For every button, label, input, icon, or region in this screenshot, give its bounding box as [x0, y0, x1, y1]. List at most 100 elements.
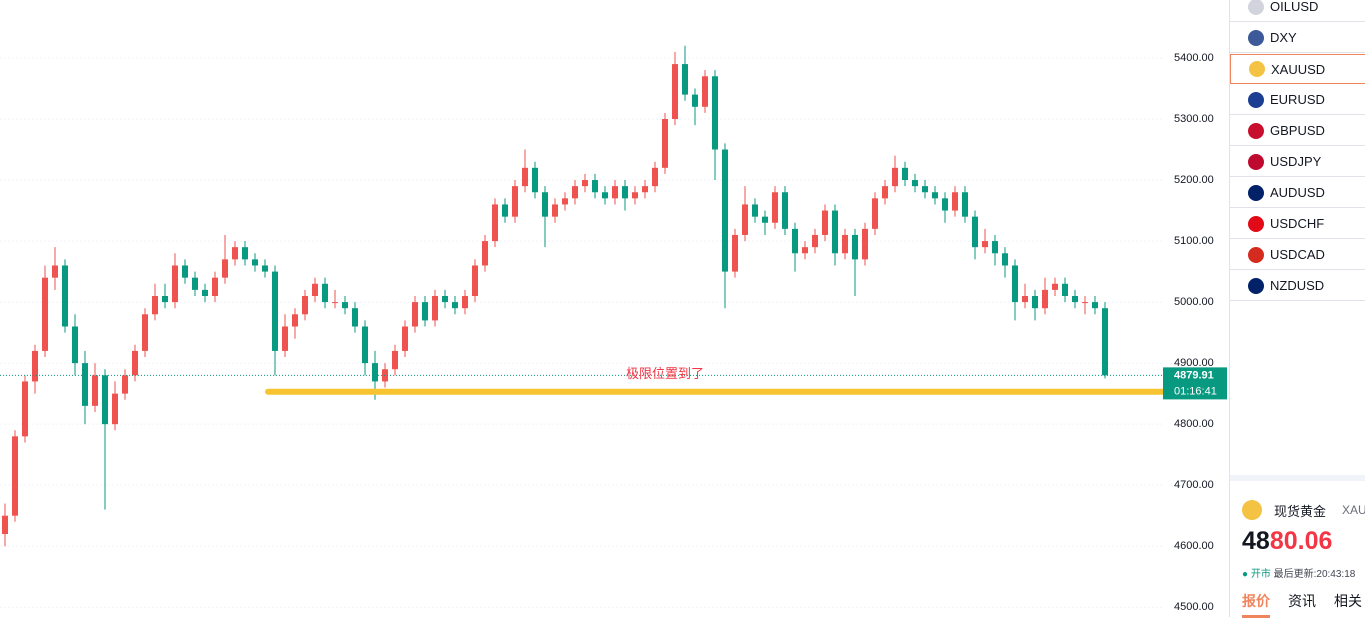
gold-icon — [1242, 500, 1262, 520]
quote-price: 4880.06 — [1242, 527, 1332, 556]
candle-body — [872, 198, 878, 229]
candle-body — [712, 76, 718, 150]
y-tick-label: 5400.00 — [1174, 52, 1214, 64]
watchlist-row[interactable]: NZDUSD — [1230, 271, 1365, 301]
candle-body — [422, 302, 428, 321]
symbol-icon — [1248, 246, 1264, 263]
watchlist-row[interactable]: USDJPY — [1230, 147, 1365, 177]
candle-body — [172, 265, 178, 303]
candle-body — [952, 192, 958, 211]
candle-body — [1062, 283, 1068, 296]
watchlist-row[interactable]: GBPUSD — [1230, 116, 1365, 146]
candle-body — [692, 94, 698, 107]
candle-body — [182, 265, 188, 278]
candle-body — [292, 314, 298, 327]
candle-body — [232, 247, 238, 260]
symbol-name: OILUSD — [1270, 0, 1319, 14]
candle-body — [732, 234, 738, 272]
y-tick-label: 4600.00 — [1174, 540, 1214, 552]
candle-body — [402, 326, 408, 351]
tab[interactable]: 资讯 — [1288, 593, 1316, 609]
last-price-box — [1163, 367, 1227, 400]
candle-body — [662, 119, 668, 168]
candle-body — [1002, 253, 1008, 266]
candle-body — [562, 198, 568, 205]
symbol-icon — [1249, 61, 1265, 77]
candle-body — [832, 210, 838, 254]
chart: 4500.00 4600.00 4700.00 4800.00 4900.00 5000.… — [0, 45, 1227, 614]
candle-body — [572, 186, 578, 199]
candle-body — [1092, 302, 1098, 309]
watchlist-row[interactable]: DXY — [1230, 23, 1365, 53]
candle-body — [602, 192, 608, 199]
candle-body — [462, 295, 468, 309]
candle-body — [742, 204, 748, 235]
symbol-name: USDCAD — [1270, 247, 1325, 262]
symbol-icon — [1248, 29, 1264, 46]
symbol-icon — [1248, 0, 1264, 15]
candle-body — [212, 277, 218, 296]
candle-body — [902, 167, 908, 181]
quote-symbol: XAU — [1342, 503, 1365, 517]
watchlist-row[interactable]: USDCHF — [1230, 209, 1365, 239]
candle-body — [812, 234, 818, 248]
candle-body — [442, 295, 448, 303]
candle-body — [482, 241, 488, 266]
symbol-name: USDJPY — [1270, 154, 1322, 169]
candle-body — [922, 186, 928, 193]
candle-body — [962, 192, 968, 217]
watchlist-row[interactable]: OILUSD — [1230, 0, 1365, 22]
sidebar: OILUSD DXY XAUUSD EURUSD GBPUSD USDJPY AUDUSD U… — [1229, 0, 1365, 618]
countdown: 01:16:41 — [1174, 385, 1217, 397]
candle-body — [672, 64, 678, 120]
candle-body — [82, 363, 88, 406]
watchlist-row[interactable]: EURUSD — [1230, 85, 1365, 115]
y-tick-label: 4900.00 — [1174, 357, 1214, 369]
candle-body — [792, 228, 798, 254]
candle-body — [332, 302, 338, 304]
market-status: 开市 — [1250, 569, 1271, 580]
candle-body — [982, 241, 988, 248]
watchlist-row[interactable]: USDCAD — [1230, 240, 1365, 270]
y-tick-label: 5200.00 — [1174, 174, 1214, 186]
candle-body — [992, 241, 998, 254]
candle-body — [372, 363, 378, 382]
symbol-icon — [1248, 215, 1264, 232]
candle-body — [202, 289, 208, 296]
candle-body — [392, 350, 398, 370]
candle-body — [2, 515, 8, 535]
candle-body — [312, 283, 318, 296]
symbol-icon — [1248, 153, 1264, 170]
symbol-icon — [1248, 122, 1264, 139]
candle-body — [492, 204, 498, 242]
candle-body — [632, 192, 638, 199]
symbol-icon — [1248, 277, 1264, 294]
candle-body — [1072, 295, 1078, 303]
candle-body — [12, 436, 18, 516]
candle-body — [92, 375, 98, 406]
candle-body — [132, 350, 138, 376]
candle-body — [702, 76, 708, 107]
candle-body — [62, 265, 68, 327]
symbol-name: NZDUSD — [1270, 278, 1325, 293]
candle-body — [652, 167, 658, 187]
candle-body — [502, 204, 508, 217]
candle-body — [52, 265, 58, 278]
candle-body — [842, 234, 848, 254]
candle-body — [452, 302, 458, 309]
symbol-name: DXY — [1270, 30, 1297, 45]
watchlist-row[interactable]: AUDUSD — [1230, 178, 1365, 208]
candle-body — [342, 302, 348, 309]
candle-body — [272, 271, 278, 351]
price-minor: 80.06 — [1269, 527, 1333, 555]
candle-body — [1022, 295, 1028, 303]
tab[interactable]: 报价 — [1242, 591, 1270, 618]
candle-body — [612, 186, 618, 199]
candle-body — [1032, 295, 1038, 309]
candle-body — [222, 259, 228, 278]
candle-body — [802, 247, 808, 254]
watchlist-row[interactable]: XAUUSD — [1230, 54, 1365, 84]
tab[interactable]: 相关 — [1334, 593, 1362, 609]
quote-status: ● 开市 最后更新:20:43:18 — [1242, 569, 1356, 580]
candle-body — [532, 167, 538, 193]
